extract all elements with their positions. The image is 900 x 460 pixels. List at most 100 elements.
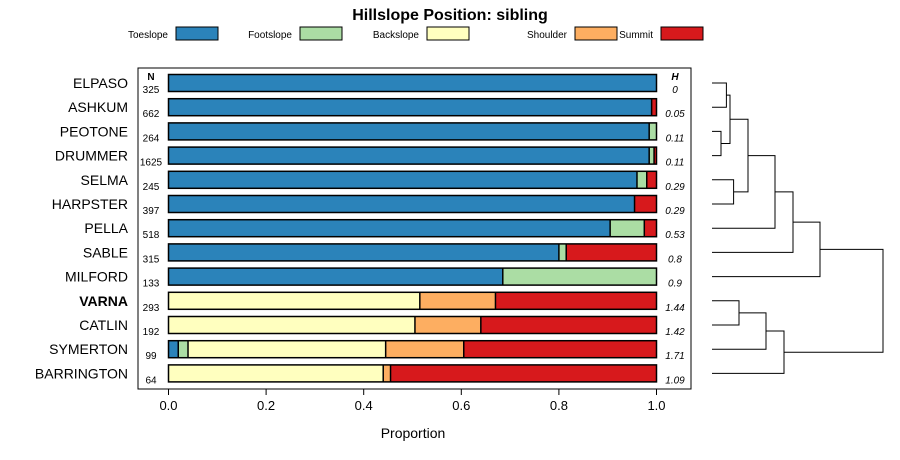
- bar-segment-symerton-footslope: [178, 340, 189, 358]
- dendrogram-branch-e: [730, 118, 749, 193]
- bar-outline-drummer: [167, 146, 658, 165]
- row-peotone: PEOTONE 264 0.11: [60, 122, 684, 144]
- row-label-sable: SABLE: [83, 244, 128, 260]
- bar-outline-symerton: [167, 339, 658, 359]
- row-label-drummer: DRUMMER: [55, 148, 128, 164]
- legend-swatch-backslope: [426, 26, 470, 41]
- row-label-selma: SELMA: [81, 172, 129, 188]
- row-label-elpaso: ELPASO: [73, 75, 128, 91]
- row-label-catlin: CATLIN: [79, 317, 128, 333]
- h-value-catlin: 1.42: [665, 327, 685, 338]
- plot-frame: [137, 67, 692, 390]
- dendrogram-branch-b: [712, 82, 727, 108]
- bar-segment-sable-footslope: [558, 243, 567, 261]
- n-value-barrington: 64: [145, 375, 157, 386]
- x-tick-label-2: 0.4: [355, 398, 373, 413]
- n-value-ashkum: 662: [143, 109, 160, 120]
- n-value-symerton: 99: [145, 351, 157, 362]
- n-value-peotone: 264: [143, 133, 160, 144]
- bar-segment-harpster-summit: [634, 195, 657, 213]
- dendrogram-branch-h: [712, 221, 821, 278]
- n-value-selma: 245: [143, 182, 160, 193]
- row-ashkum: ASHKUM 662 0.05: [68, 97, 685, 120]
- legend-label-toeslope: Toeslope: [128, 30, 168, 41]
- bar-segment-catlin-shoulder: [414, 316, 481, 334]
- bar-segment-symerton-summit: [463, 340, 657, 358]
- dendrogram-branch-a: [712, 130, 722, 157]
- bar-segment-symerton-backslope: [188, 340, 386, 358]
- row-catlin: CATLIN 192 1.42: [79, 315, 685, 338]
- bar-outline-peotone: [167, 122, 658, 141]
- legend-label-summit: Summit: [619, 30, 653, 41]
- x-axis: 0.0 0.2 0.4 0.6 0.8 1.0: [159, 389, 666, 413]
- row-varna: VARNA 293 1.44: [79, 291, 685, 314]
- n-value-harpster: 397: [143, 206, 160, 217]
- n-value-milford: 133: [143, 279, 160, 290]
- chart-title: Hillslope Position: sibling: [352, 7, 548, 24]
- bar-segment-pella-footslope: [610, 219, 645, 237]
- h-value-barrington: 1.09: [665, 375, 685, 386]
- bar-segment-milford-toeslope: [168, 268, 503, 286]
- row-barrington: BARRINGTON 64 1.09: [35, 364, 685, 386]
- x-tick-label-3: 0.6: [452, 398, 470, 413]
- bar-segment-milford-footslope: [502, 268, 657, 286]
- row-label-milford: MILFORD: [65, 269, 128, 285]
- bar-segment-barrington-backslope: [168, 364, 384, 382]
- dendrogram-branch-d: [712, 179, 735, 205]
- h-value-symerton: 1.71: [665, 351, 684, 362]
- x-tick-label-1: 0.2: [257, 398, 275, 413]
- row-symerton: SYMERTON 99 1.71: [49, 339, 685, 362]
- n-value-pella: 518: [143, 230, 160, 241]
- dendrogram: [712, 82, 884, 374]
- bar-outline-elpaso: [167, 73, 658, 93]
- row-label-ashkum: ASHKUM: [68, 99, 128, 115]
- bar-segment-drummer-toeslope: [168, 147, 650, 165]
- h-value-drummer: 0.11: [666, 158, 685, 169]
- bar-segment-pella-summit: [644, 219, 657, 237]
- row-pella: PELLA 518 0.53: [84, 218, 685, 241]
- legend-swatch-summit: [660, 26, 704, 41]
- n-value-sable: 315: [143, 254, 160, 265]
- n-column-header: N: [147, 72, 154, 83]
- bar-segment-peotone-footslope: [649, 122, 657, 140]
- h-value-varna: 1.44: [665, 303, 685, 314]
- bar-outline-sable: [167, 243, 658, 262]
- bar-segment-symerton-toeslope: [168, 340, 179, 358]
- bar-outline-milford: [167, 267, 658, 286]
- n-value-varna: 293: [143, 303, 160, 314]
- bar-segment-selma-footslope: [636, 171, 647, 189]
- bar-outline-selma: [167, 170, 658, 190]
- bar-segment-drummer-summit: [654, 147, 657, 165]
- row-sable: SABLE 315 0.8: [83, 243, 682, 265]
- x-axis-label: Proportion: [381, 425, 446, 441]
- row-label-harpster: HARPSTER: [52, 196, 128, 212]
- legend-swatch-shoulder: [574, 26, 618, 41]
- bar-segment-harpster-toeslope: [168, 195, 635, 213]
- dendrogram-branch-root: [784, 248, 884, 353]
- h-value-ashkum: 0.05: [665, 109, 685, 120]
- h-value-selma: 0.29: [665, 182, 685, 193]
- bar-segment-drummer-footslope: [649, 147, 655, 165]
- bar-segment-elpaso-toeslope: [168, 74, 657, 92]
- bar-outline-ashkum: [167, 97, 658, 117]
- x-tick-label-0: 0.0: [159, 398, 177, 413]
- row-harpster: HARPSTER 397 0.29: [52, 194, 685, 217]
- bar-segment-catlin-backslope: [168, 316, 415, 334]
- row-label-barrington: BARRINGTON: [35, 365, 128, 381]
- x-tick-label-5: 1.0: [647, 398, 665, 413]
- legend-label-shoulder: Shoulder: [527, 30, 568, 41]
- row-milford: MILFORD 133 0.9: [65, 267, 682, 290]
- bar-segment-ashkum-summit: [651, 98, 657, 116]
- legend-label-backslope: Backslope: [373, 30, 420, 41]
- bar-segment-selma-toeslope: [168, 171, 637, 189]
- h-value-elpaso: 0: [672, 85, 678, 96]
- bar-segment-ashkum-toeslope: [168, 98, 652, 116]
- legend-swatch-toeslope: [175, 26, 219, 41]
- bar-segment-varna-shoulder: [419, 292, 496, 310]
- h-value-pella: 0.53: [665, 230, 685, 241]
- bar-segment-pella-toeslope: [168, 219, 611, 237]
- dendrogram-branch-i: [712, 300, 740, 326]
- bar-outline-varna: [167, 291, 658, 311]
- n-value-elpaso: 325: [143, 85, 160, 96]
